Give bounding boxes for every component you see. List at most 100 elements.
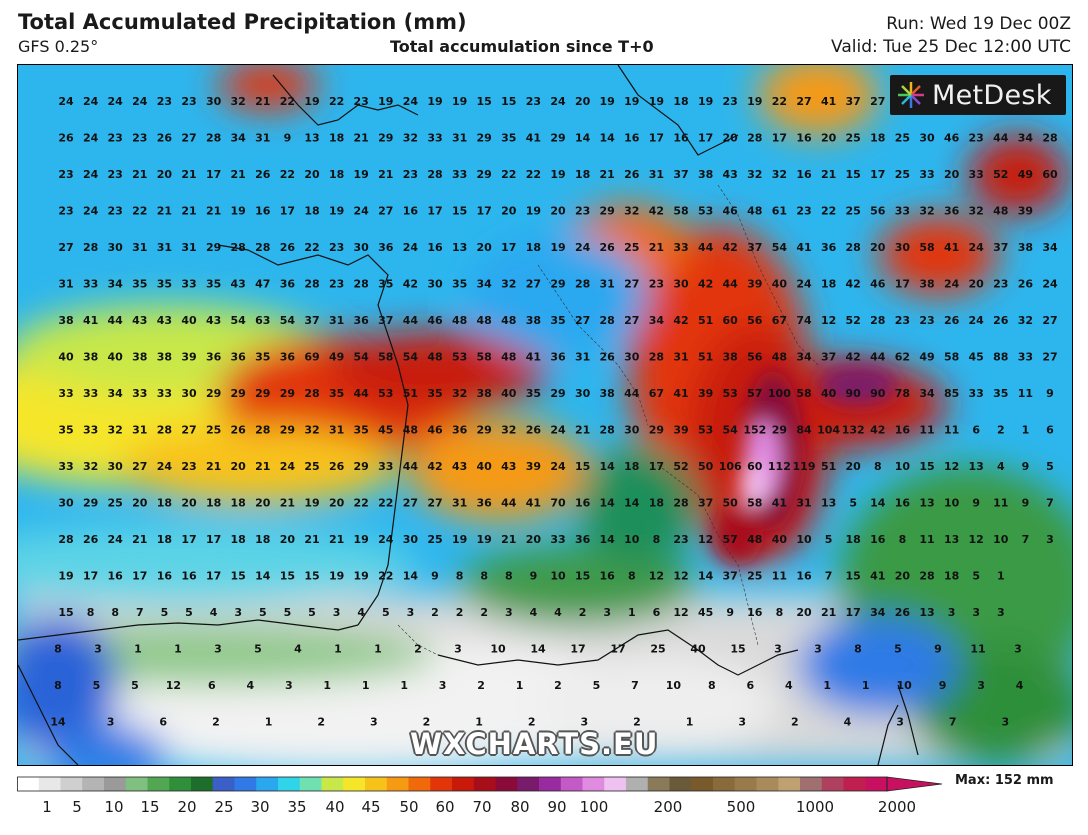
precip-value: 2 — [414, 643, 422, 656]
precip-value: 58 — [747, 497, 762, 510]
precip-value: 67 — [649, 387, 664, 400]
precip-value: 5 — [259, 606, 267, 619]
precip-value: 1 — [400, 679, 408, 692]
precip-value: 28 — [870, 314, 885, 327]
precip-value: 34 — [108, 387, 124, 400]
precip-value: 53 — [698, 205, 713, 218]
precip-value: 37 — [747, 241, 762, 254]
precip-value: 41 — [772, 497, 787, 510]
precip-value: 17 — [427, 205, 442, 218]
precip-value: 90 — [846, 387, 862, 400]
precip-value: 2 — [554, 679, 562, 692]
precip-value: 36 — [206, 351, 222, 364]
colorbar-swatch — [386, 777, 410, 791]
precip-value: 30 — [181, 387, 197, 400]
precip-value: 2 — [480, 606, 488, 619]
precip-value: 19 — [624, 95, 639, 108]
precip-value: 17 — [83, 570, 98, 583]
precip-value: 29 — [477, 168, 492, 181]
precip-value: 27 — [1042, 314, 1057, 327]
precip-value: 2 — [579, 606, 587, 619]
precip-value: 44 — [870, 351, 886, 364]
precip-value: 2 — [633, 716, 641, 729]
precip-value: 1 — [323, 679, 331, 692]
precip-value: 14 — [600, 533, 616, 546]
precip-value: 26 — [944, 314, 960, 327]
precip-value: 10 — [490, 643, 506, 656]
colorbar-swatch — [821, 777, 845, 791]
colorbar-tick-label: 1000 — [795, 798, 835, 816]
precip-value: 21 — [821, 606, 836, 619]
precip-value: 4 — [1016, 679, 1024, 692]
precip-value: 8 — [653, 533, 661, 546]
precip-value: 23 — [181, 460, 196, 473]
precip-value: 13 — [969, 460, 984, 473]
colorbar-swatch — [17, 777, 40, 791]
chart-title: Total Accumulated Precipitation (mm) — [18, 10, 467, 34]
precip-value: 14 — [403, 570, 419, 583]
precip-value: 1 — [475, 716, 483, 729]
precip-value: 60 — [1042, 168, 1058, 181]
precip-value: 5 — [849, 497, 857, 510]
precip-value: 1 — [862, 679, 870, 692]
precip-value: 24 — [1042, 278, 1058, 291]
precip-value: 21 — [181, 168, 196, 181]
precip-value: 24 — [108, 533, 124, 546]
precip-value: 42 — [403, 278, 418, 291]
precip-value: 34 — [1042, 241, 1058, 254]
precip-value: 9 — [1022, 497, 1030, 510]
precip-value: 21 — [329, 533, 344, 546]
precip-value: 28 — [747, 132, 762, 145]
wxcharts-watermark: WXCHARTS.EU — [410, 727, 659, 761]
precip-value: 30 — [403, 533, 419, 546]
precip-value: 10 — [666, 679, 682, 692]
precip-value: 46 — [723, 205, 739, 218]
precip-value: 9 — [1046, 387, 1054, 400]
precip-value: 20 — [723, 132, 739, 145]
precip-value: 5 — [93, 679, 101, 692]
precip-value: 29 — [83, 497, 98, 510]
precip-value: 28 — [58, 533, 73, 546]
precip-value: 35 — [206, 278, 221, 291]
precip-value: 32 — [1018, 314, 1033, 327]
precip-value: 32 — [452, 387, 467, 400]
colorbar-tick-label: 40 — [325, 798, 345, 816]
precip-value: 26 — [255, 168, 271, 181]
sunburst-logo-icon — [898, 82, 924, 108]
precip-value: 3 — [774, 643, 782, 656]
precip-value: 34 — [870, 606, 886, 619]
precip-value: 22 — [526, 168, 541, 181]
precip-value: 15 — [575, 460, 590, 473]
precip-value: 54 — [723, 424, 739, 437]
precip-value: 20 — [132, 497, 148, 510]
precip-value: 14 — [698, 570, 714, 583]
colorbar-swatch — [756, 777, 779, 791]
precip-value: 52 — [993, 168, 1008, 181]
precip-value: 5 — [185, 606, 193, 619]
precip-value: 3 — [505, 606, 513, 619]
precip-value: 39 — [1018, 205, 1033, 218]
precip-value: 16 — [157, 570, 173, 583]
precip-value: 23 — [673, 533, 688, 546]
precip-value: 31 — [452, 497, 467, 510]
precip-value: 7 — [136, 606, 144, 619]
precip-value: 32 — [231, 95, 246, 108]
precip-value: 20 — [231, 460, 247, 473]
precip-value: 29 — [255, 387, 270, 400]
precip-value: 48 — [747, 533, 762, 546]
precip-value: 43 — [452, 460, 467, 473]
precip-value: 23 — [157, 95, 172, 108]
precip-value: 2 — [791, 716, 799, 729]
precip-value: 39 — [526, 460, 541, 473]
precip-value: 12 — [673, 606, 688, 619]
precip-value: 20 — [329, 497, 345, 510]
precip-value: 20 — [796, 606, 812, 619]
precip-value: 40 — [690, 643, 706, 656]
precip-value: 3 — [997, 606, 1005, 619]
precip-value: 19 — [58, 570, 73, 583]
precip-value: 27 — [132, 460, 147, 473]
precip-value: 29 — [231, 387, 246, 400]
precip-value: 31 — [575, 351, 590, 364]
precip-value: 36 — [477, 497, 493, 510]
precip-value: 5 — [894, 643, 902, 656]
